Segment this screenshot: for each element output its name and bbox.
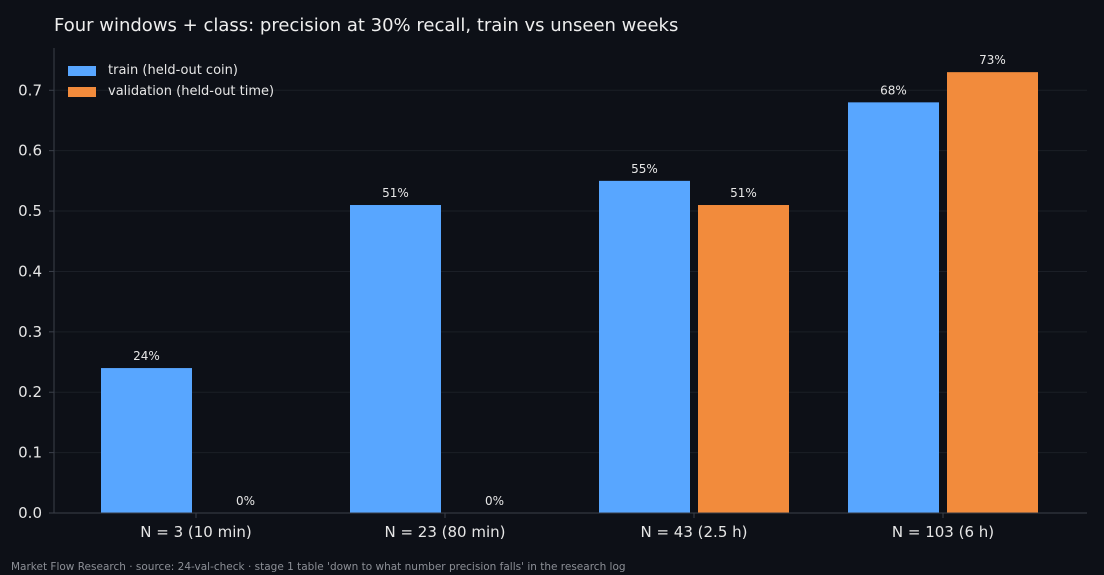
data-label: 68% bbox=[880, 83, 907, 97]
legend-swatch-validation bbox=[68, 86, 96, 97]
legend-item-train: train (held-out coin) bbox=[68, 60, 274, 81]
y-tick-label: 0.2 bbox=[18, 383, 42, 401]
data-label: 73% bbox=[979, 53, 1006, 67]
y-tick-label: 0.0 bbox=[18, 504, 42, 522]
y-tick-label: 0.1 bbox=[18, 444, 42, 462]
axes: 0.0 0.1 0.2 0.3 0.4 0.5 0.6 0.7 N = 3 (10 min) N … bbox=[18, 48, 1087, 541]
y-tick-label: 0.7 bbox=[18, 81, 42, 99]
x-tick-label: N = 103 (6 h) bbox=[892, 523, 994, 541]
bar-validation bbox=[698, 205, 789, 513]
source-footer: Market Flow Research · source: 24-val-ch… bbox=[11, 561, 626, 573]
x-tick-label: N = 3 (10 min) bbox=[140, 523, 251, 541]
bar-validation bbox=[947, 72, 1038, 513]
y-tick-label: 0.4 bbox=[18, 262, 42, 280]
x-tick-label: N = 23 (80 min) bbox=[384, 523, 505, 541]
data-label: 55% bbox=[631, 162, 658, 176]
bars bbox=[101, 72, 1038, 513]
bar-train bbox=[350, 205, 441, 513]
bar-train bbox=[599, 180, 690, 513]
data-label: 51% bbox=[730, 186, 757, 200]
legend-item-validation: validation (held-out time) bbox=[68, 81, 274, 102]
legend-label-train: train (held-out coin) bbox=[108, 63, 238, 78]
y-tick-label: 0.5 bbox=[18, 202, 42, 220]
data-label: 24% bbox=[133, 349, 160, 363]
data-label: 0% bbox=[485, 494, 504, 508]
bar-train bbox=[101, 368, 192, 513]
grid-lines bbox=[54, 89, 1087, 454]
y-tick-label: 0.6 bbox=[18, 142, 42, 160]
legend-swatch-train bbox=[68, 65, 96, 76]
data-label: 0% bbox=[236, 494, 255, 508]
x-tick-label: N = 43 (2.5 h) bbox=[640, 523, 747, 541]
chart-title: Four windows + class: precision at 30% r… bbox=[54, 15, 679, 36]
data-label: 51% bbox=[382, 186, 409, 200]
y-tick-label: 0.3 bbox=[18, 323, 42, 341]
legend: train (held-out coin) validation (held-o… bbox=[60, 56, 282, 106]
data-labels: 24% 0% 51% 0% 55% 51% 68% 73% bbox=[133, 53, 1006, 508]
bar-train bbox=[848, 102, 939, 513]
legend-label-validation: validation (held-out time) bbox=[108, 84, 275, 99]
